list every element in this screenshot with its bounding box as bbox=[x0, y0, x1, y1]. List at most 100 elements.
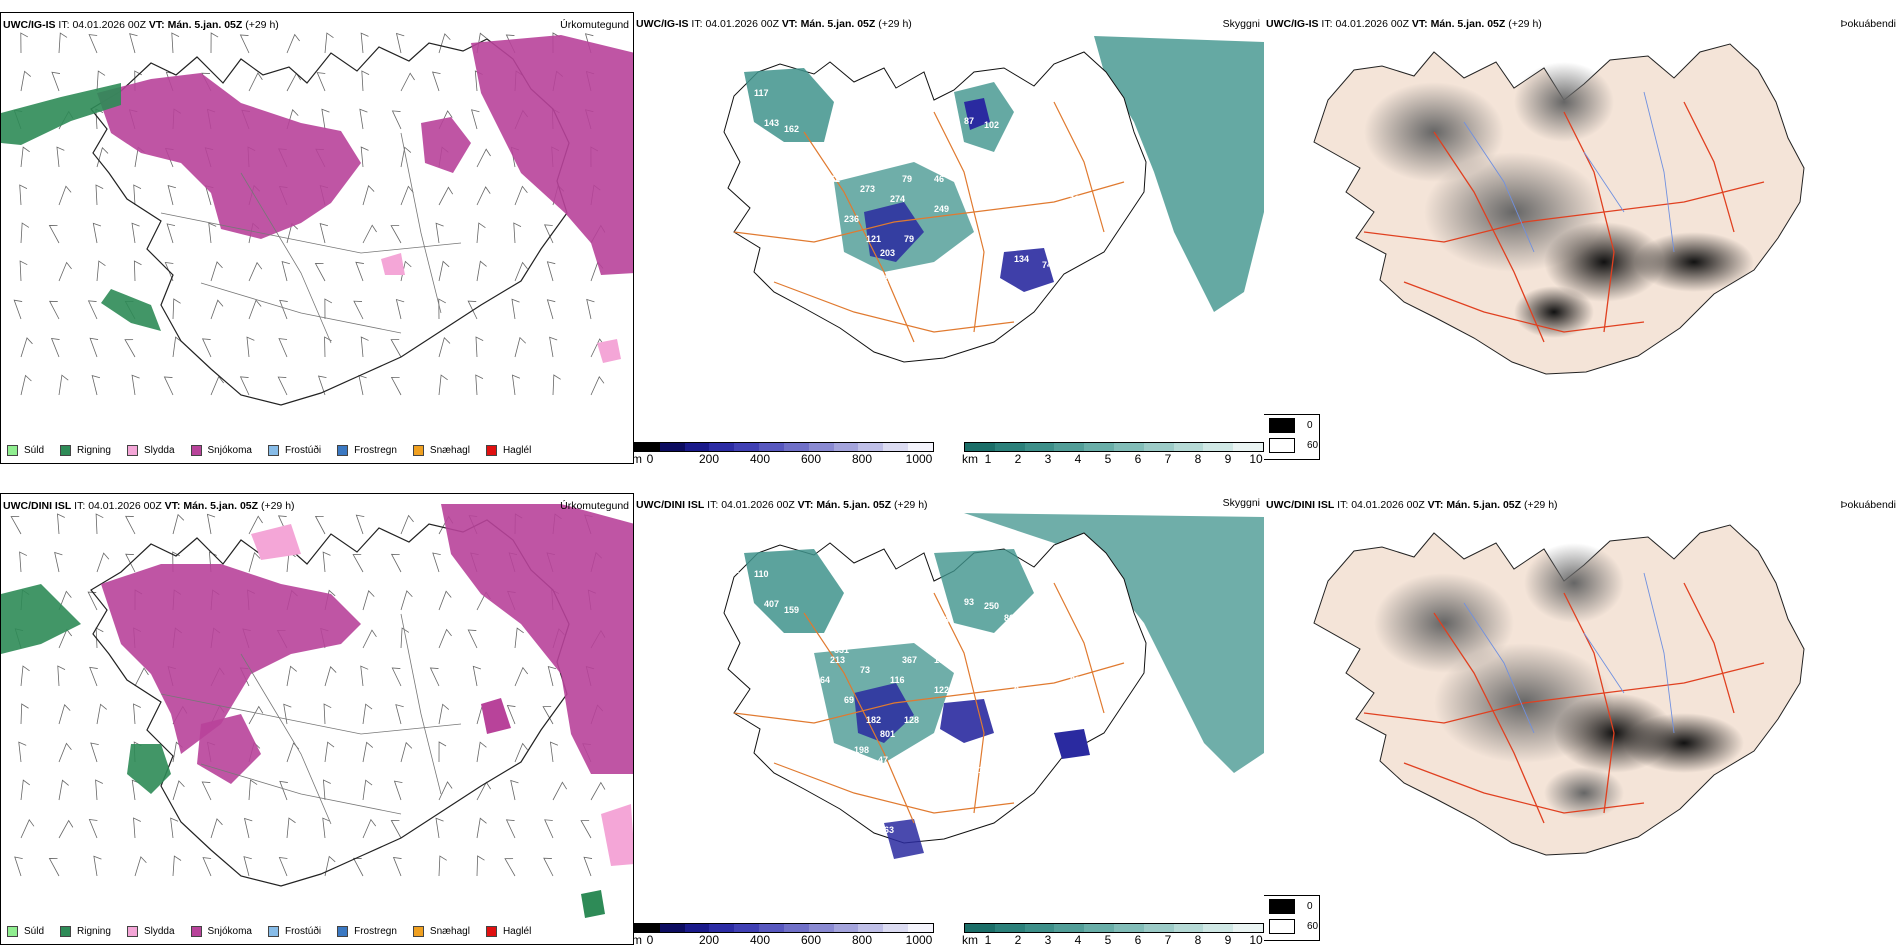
wind-barb bbox=[20, 32, 29, 54]
visibility-colorbar: km 1 2 3 4 5 6 7 8 9 10 bbox=[962, 442, 1264, 464]
legend-swatch bbox=[267, 444, 279, 456]
wind-barb bbox=[248, 261, 263, 282]
panel-title: Skyggni bbox=[1222, 497, 1260, 509]
wind-barb bbox=[438, 260, 450, 282]
snow-area bbox=[441, 504, 633, 774]
wind-barb bbox=[391, 110, 402, 130]
visibility-value-label: 282 bbox=[820, 194, 835, 204]
wind-barb bbox=[360, 665, 369, 687]
fog-panel-top: UWC/IG-IS IT: 04.01.2026 00Z VT: Mán. 5.… bbox=[1264, 12, 1900, 464]
fog-shade bbox=[1374, 573, 1514, 673]
legend-swatch bbox=[412, 925, 424, 937]
visibility-value-label: 73 bbox=[794, 276, 804, 286]
high-terrain bbox=[940, 699, 994, 743]
road-network bbox=[160, 613, 462, 825]
visibility-value-label: 84 bbox=[1034, 665, 1044, 675]
wind-barb bbox=[580, 820, 592, 839]
visibility-value-label: 13 bbox=[954, 264, 964, 274]
visibility-value-label: 130 bbox=[934, 655, 949, 665]
precip-type-panel-bottom: UWC/DINI ISL IT: 04.01.2026 00Z VT: Mán.… bbox=[0, 493, 634, 945]
snow-area bbox=[101, 564, 361, 754]
wind-barb bbox=[362, 741, 374, 763]
wind-barb bbox=[362, 818, 377, 839]
wind-barb bbox=[48, 225, 60, 244]
colorbar-unit: km bbox=[962, 933, 978, 945]
visibility-value-label: 57 bbox=[754, 142, 764, 152]
wind-barb bbox=[360, 32, 369, 54]
legend-swatch bbox=[412, 444, 424, 456]
visibility-value-label: 367 bbox=[902, 655, 917, 665]
visibility-value-label: 67 bbox=[934, 134, 944, 144]
high-terrain bbox=[884, 819, 924, 859]
wind-barb bbox=[206, 513, 216, 535]
fog-map-bottom bbox=[1313, 524, 1805, 856]
panel-header: UWC/IG-IS IT: 04.01.2026 00Z VT: Mán. 5.… bbox=[636, 18, 912, 30]
wind-barb bbox=[49, 300, 60, 320]
visibility-value-label: 365 bbox=[834, 755, 849, 765]
panel-title: Þokuábendi bbox=[1840, 499, 1896, 511]
height-colorbar: m 0 200 400 600 800 1000 bbox=[634, 923, 934, 945]
wind-barb bbox=[134, 667, 149, 687]
visibility-value-label: 102 bbox=[984, 120, 999, 130]
rain-area bbox=[581, 890, 605, 918]
panel-header: UWC/DINI ISL IT: 04.01.2026 00Z VT: Mán.… bbox=[636, 499, 928, 511]
wind-barb bbox=[395, 32, 405, 54]
wind-barb bbox=[467, 300, 478, 320]
visibility-value-label: 273 bbox=[860, 184, 875, 194]
wind-barb bbox=[314, 515, 326, 535]
wind-barb bbox=[514, 627, 524, 649]
wind-barb bbox=[360, 146, 369, 168]
wind-barb bbox=[201, 781, 212, 801]
wind-barb bbox=[544, 819, 554, 839]
visibility-value-label: 331 bbox=[834, 645, 849, 655]
river-network bbox=[1463, 91, 1675, 253]
wind-barb bbox=[92, 222, 102, 244]
wind-barb bbox=[514, 185, 528, 206]
rain-area bbox=[127, 744, 171, 794]
wind-barb bbox=[58, 704, 71, 725]
wind-barb bbox=[321, 108, 330, 130]
visibility-value-label: 74 bbox=[1042, 260, 1052, 270]
visibility-value-label: 134 bbox=[1014, 254, 1029, 264]
legend-item: Frostregn bbox=[337, 925, 397, 937]
visibility-value-label: 182 bbox=[866, 715, 881, 725]
wind-barb bbox=[286, 742, 300, 763]
legend-swatch bbox=[60, 444, 72, 456]
visibility-value-label: 63 bbox=[884, 825, 894, 835]
visibility-value-label: 72 bbox=[994, 795, 1004, 805]
wind-barb bbox=[58, 742, 72, 763]
wind-barb bbox=[322, 779, 331, 801]
visibility-value-label: 952 bbox=[824, 773, 839, 783]
wind-barb bbox=[210, 32, 219, 54]
wind-barb bbox=[279, 299, 288, 320]
wind-barb bbox=[56, 146, 65, 168]
wind-barb bbox=[475, 336, 484, 358]
wind-barb bbox=[248, 779, 258, 801]
visibility-value-label: 213 bbox=[830, 655, 845, 665]
visibility-value-label: 47 bbox=[878, 755, 888, 765]
wind-barb bbox=[362, 703, 373, 725]
wind-barb bbox=[393, 780, 403, 801]
wind-barb bbox=[58, 779, 69, 801]
legend-item: Frostúði bbox=[267, 444, 321, 456]
visibility-value-label: 116 bbox=[1070, 194, 1085, 204]
visibility-value-label: 187 bbox=[814, 224, 829, 234]
wind-barb bbox=[504, 858, 516, 877]
legend-item: Frostúði bbox=[267, 925, 321, 937]
wind-barb bbox=[170, 817, 179, 839]
legend-swatch bbox=[337, 444, 349, 456]
wind-barb bbox=[125, 515, 136, 535]
wind-barb bbox=[96, 552, 110, 573]
wind-barb bbox=[57, 513, 65, 535]
visibility-value-label: 143 bbox=[854, 264, 869, 274]
wind-barb bbox=[361, 70, 370, 92]
wind-barb bbox=[438, 33, 451, 54]
high-terrain bbox=[854, 683, 914, 743]
wind-barb bbox=[476, 186, 491, 206]
wind-barb bbox=[390, 553, 402, 573]
wind-barb bbox=[362, 779, 373, 801]
precip-legend: Súld Rigning Slydda Snjókoma Frostúði Fr… bbox=[1, 918, 633, 944]
wind-barb bbox=[360, 336, 369, 358]
teal-sea-area bbox=[964, 513, 1264, 773]
